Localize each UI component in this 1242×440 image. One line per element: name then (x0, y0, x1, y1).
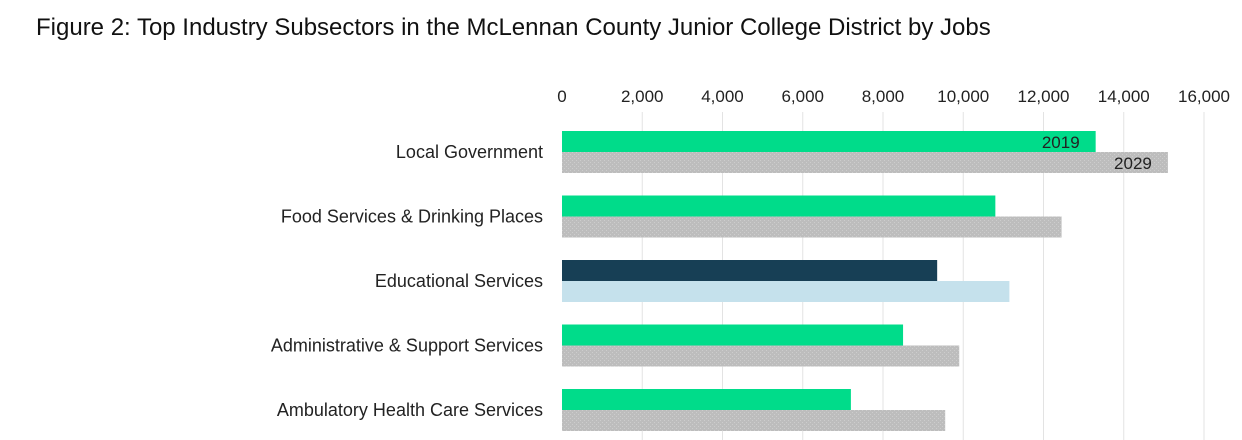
bar-2019 (562, 131, 1096, 152)
bar-2029 (562, 281, 1010, 302)
bar-2029 (562, 152, 1168, 173)
bar-2029 (562, 345, 960, 367)
bar-2019 (562, 260, 938, 281)
x-tick-label: 16,000 (1178, 87, 1230, 106)
series-label: 2019 (1042, 133, 1080, 152)
x-tick-label: 10,000 (937, 87, 989, 106)
x-tick-label: 0 (557, 87, 566, 106)
bar-2029 (562, 410, 946, 431)
x-tick-label: 14,000 (1098, 87, 1150, 106)
series-label: 2029 (1114, 154, 1152, 173)
category-label: Local Government (396, 142, 543, 162)
category-label: Administrative & Support Services (271, 336, 543, 356)
x-tick-label: 4,000 (701, 87, 744, 106)
category-label: Food Services & Drinking Places (281, 207, 543, 227)
chart-title: Figure 2: Top Industry Subsectors in the… (36, 14, 991, 41)
bar-2029 (562, 216, 1062, 238)
bar-2019 (562, 324, 904, 346)
x-tick-label: 6,000 (781, 87, 824, 106)
x-tick-label: 8,000 (862, 87, 905, 106)
category-label: Ambulatory Health Care Services (277, 400, 543, 420)
x-tick-label: 12,000 (1018, 87, 1070, 106)
bar-2019 (562, 389, 851, 410)
x-tick-label: 2,000 (621, 87, 664, 106)
bar-2019 (562, 195, 996, 217)
category-label: Educational Services (375, 271, 543, 291)
